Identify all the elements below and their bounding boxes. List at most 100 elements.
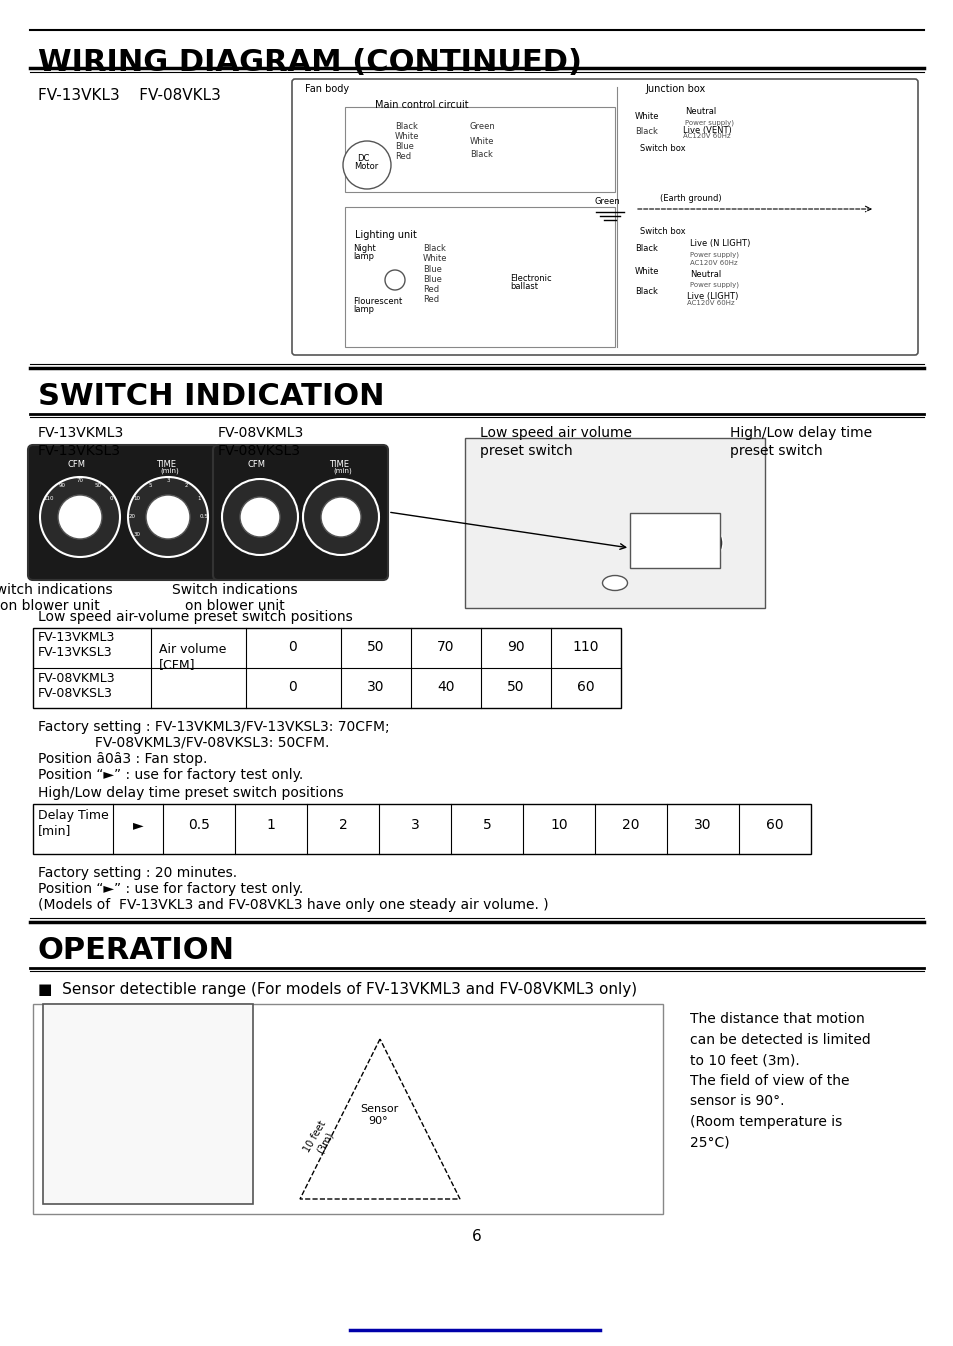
- Text: 5: 5: [482, 818, 491, 832]
- Text: Blue: Blue: [422, 265, 441, 275]
- Circle shape: [240, 497, 280, 537]
- Text: FV-08VKML3/FV-08VKSL3: 50CFM.: FV-08VKML3/FV-08VKSL3: 50CFM.: [38, 736, 329, 750]
- Text: 90°: 90°: [368, 1116, 387, 1127]
- Text: Low speed air volume
preset switch: Low speed air volume preset switch: [479, 425, 631, 459]
- Text: 0.5: 0.5: [199, 514, 208, 520]
- Text: SWITCH INDICATION: SWITCH INDICATION: [38, 382, 384, 411]
- Text: FV-13VKL3    FV-08VKL3: FV-13VKL3 FV-08VKL3: [38, 87, 221, 104]
- Text: (Earth ground): (Earth ground): [659, 194, 720, 203]
- Text: 30: 30: [133, 533, 140, 537]
- Text: 3: 3: [166, 478, 170, 483]
- Text: Position “►” : use for factory test only.: Position “►” : use for factory test only…: [38, 882, 303, 896]
- Bar: [43, 1004, 253, 1205]
- Bar: [629, 513, 720, 568]
- Text: 10 feet
(3m): 10 feet (3m): [302, 1119, 337, 1160]
- Text: 50: 50: [94, 483, 101, 489]
- Text: White: White: [635, 112, 659, 121]
- Circle shape: [385, 271, 405, 289]
- Text: 1: 1: [197, 497, 201, 502]
- Text: ►: ►: [132, 818, 143, 832]
- Text: 10: 10: [550, 818, 567, 832]
- Bar: [33, 629, 620, 708]
- Text: Junction box: Junction box: [644, 83, 704, 94]
- Text: 70: 70: [76, 478, 84, 483]
- Text: 6: 6: [472, 1229, 481, 1244]
- Bar: [33, 804, 810, 853]
- Text: Fan body: Fan body: [305, 83, 349, 94]
- Text: Green: Green: [595, 197, 620, 206]
- Text: Live (VENT): Live (VENT): [682, 127, 731, 135]
- Text: Live (N LIGHT): Live (N LIGHT): [689, 240, 750, 248]
- Text: 50: 50: [367, 639, 384, 654]
- Text: Night: Night: [353, 244, 375, 253]
- Text: Position ȃ0ȃ3 : Fan stop.: Position ȃ0ȃ3 : Fan stop.: [38, 752, 207, 766]
- Text: 30: 30: [694, 818, 711, 832]
- Text: (Models of  FV-13VKL3 and FV-08VKL3 have only one steady air volume. ): (Models of FV-13VKL3 and FV-08VKL3 have …: [38, 898, 548, 913]
- Text: Power supply): Power supply): [689, 283, 739, 288]
- Text: Sensor: Sensor: [359, 1104, 397, 1114]
- Text: 10: 10: [133, 497, 140, 502]
- Text: DC: DC: [356, 153, 369, 163]
- Text: TIME: TIME: [156, 460, 175, 468]
- Text: 0.5: 0.5: [188, 818, 210, 832]
- Text: Blue: Blue: [422, 275, 441, 284]
- Text: Live (LIGHT): Live (LIGHT): [686, 292, 738, 302]
- Text: lamp: lamp: [353, 252, 374, 261]
- Text: Power supply): Power supply): [684, 118, 733, 125]
- Circle shape: [146, 495, 190, 538]
- Text: CFM: CFM: [248, 460, 266, 468]
- Text: 20: 20: [621, 818, 639, 832]
- Text: Lighting unit: Lighting unit: [355, 230, 416, 240]
- Text: 1: 1: [266, 818, 275, 832]
- Text: 90: 90: [58, 483, 66, 489]
- Text: Red: Red: [422, 285, 438, 293]
- Text: Factory setting : FV-13VKML3/FV-13VKSL3: 70CFM;: Factory setting : FV-13VKML3/FV-13VKSL3:…: [38, 720, 389, 734]
- Text: White: White: [470, 137, 494, 145]
- Text: 5: 5: [148, 483, 152, 489]
- Text: ballast: ballast: [510, 283, 537, 291]
- Text: Switch box: Switch box: [639, 227, 685, 236]
- Text: 0: 0: [289, 639, 297, 654]
- Text: 110: 110: [572, 639, 598, 654]
- Text: CFM: CFM: [68, 460, 86, 468]
- Text: AC120V 60Hz: AC120V 60Hz: [689, 260, 737, 267]
- Text: Black: Black: [635, 287, 658, 296]
- Circle shape: [646, 525, 682, 561]
- Text: Red: Red: [395, 152, 411, 162]
- Text: Switch indications
on blower unit: Switch indications on blower unit: [0, 583, 112, 614]
- Text: 20: 20: [129, 514, 135, 520]
- Text: FV-13VKML3
FV-13VKSL3: FV-13VKML3 FV-13VKSL3: [38, 425, 124, 459]
- Text: White: White: [395, 132, 419, 141]
- Circle shape: [695, 533, 714, 553]
- Bar: [464, 437, 764, 608]
- Text: 2: 2: [184, 483, 188, 489]
- Text: 0: 0: [110, 497, 112, 502]
- Text: Power supply): Power supply): [689, 252, 739, 258]
- Text: Factory setting : 20 minutes.: Factory setting : 20 minutes.: [38, 865, 237, 880]
- Text: FV-08VKML3
FV-08VKSL3: FV-08VKML3 FV-08VKSL3: [38, 672, 115, 700]
- Circle shape: [40, 476, 120, 557]
- Text: 0: 0: [289, 680, 297, 695]
- Text: (min): (min): [333, 468, 352, 475]
- Circle shape: [222, 479, 297, 555]
- Text: Electronic: Electronic: [510, 275, 551, 283]
- Text: Black: Black: [635, 244, 658, 253]
- FancyBboxPatch shape: [292, 79, 917, 355]
- Text: Black: Black: [395, 122, 417, 131]
- Text: Neutral: Neutral: [689, 271, 720, 279]
- Text: 90: 90: [507, 639, 524, 654]
- Ellipse shape: [602, 576, 627, 591]
- Text: Switch indications
on blower unit: Switch indications on blower unit: [172, 583, 297, 614]
- Circle shape: [58, 495, 102, 538]
- Circle shape: [655, 533, 675, 553]
- Text: 30: 30: [367, 680, 384, 695]
- Text: Flourescent: Flourescent: [353, 297, 402, 306]
- Text: (min): (min): [160, 468, 178, 475]
- Text: Delay Time
[min]: Delay Time [min]: [38, 809, 109, 837]
- Text: 60: 60: [765, 818, 783, 832]
- Text: White: White: [635, 267, 659, 276]
- Text: 70: 70: [436, 639, 455, 654]
- Text: Blue: Blue: [395, 141, 414, 151]
- Circle shape: [128, 476, 208, 557]
- Text: Main control circuit: Main control circuit: [375, 100, 468, 110]
